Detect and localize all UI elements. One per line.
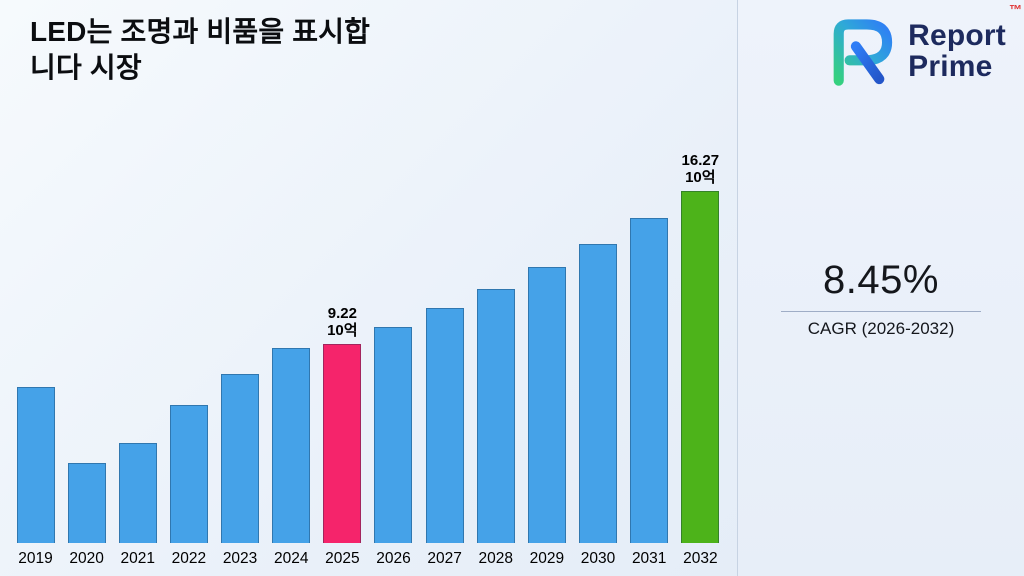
x-axis-label: 2032 xyxy=(683,550,718,567)
bar-column: 2030 xyxy=(575,244,622,568)
bar-annotation-value: 9.22 xyxy=(327,304,357,322)
bar-column: 2031 xyxy=(626,218,673,568)
bar-2032 xyxy=(681,191,720,543)
bar-column: 2020 xyxy=(63,463,110,568)
x-axis-label: 2031 xyxy=(631,550,667,567)
bar-column: 2027 xyxy=(421,308,468,568)
bar-2027 xyxy=(425,308,464,543)
x-axis-label: 2027 xyxy=(427,550,462,567)
x-axis-label: 2026 xyxy=(376,550,411,567)
bar-annotation: 16.27 10억 xyxy=(682,152,720,187)
bar-2029 xyxy=(527,267,566,543)
chart-section: LED는 조명과 비품을 표시합 니다 시장 2019 2020 2021 2022 2… xyxy=(12,14,724,568)
brand-name-line2: Prime xyxy=(908,50,993,83)
page-title: LED는 조명과 비품을 표시합 니다 시장 xyxy=(30,14,370,87)
bar-column: 2026 xyxy=(370,327,417,568)
bar-2021 xyxy=(118,443,157,543)
x-axis-label: 2023 xyxy=(222,550,258,567)
bar-2023 xyxy=(221,374,260,543)
x-axis-label: 2030 xyxy=(580,550,616,567)
cagr-value: 8.45% xyxy=(781,258,981,312)
x-axis-label: 2024 xyxy=(273,550,309,567)
bar-2025 xyxy=(323,344,362,543)
bar-2020 xyxy=(67,463,106,543)
x-axis-label: 2029 xyxy=(529,550,565,567)
cagr-block: 8.45% CAGR (2026-2032) xyxy=(781,258,981,339)
bar-2022 xyxy=(169,405,208,543)
bar-chart: 2019 2020 2021 2022 2023 2024 9.22 10억 2025 2026 2… xyxy=(12,28,724,568)
bar-annotation-unit: 10억 xyxy=(327,321,358,339)
bar-annotation-value: 16.27 xyxy=(681,151,720,169)
page-title-line1: LED는 조명과 비품을 표시합 xyxy=(30,16,371,47)
bar-column: 2024 xyxy=(268,348,315,568)
bar-column: 2023 xyxy=(217,374,264,568)
bar-annotation: 9.22 10억 xyxy=(327,305,358,340)
x-axis-label: 2019 xyxy=(18,550,53,567)
bar-2030 xyxy=(579,244,618,543)
x-axis-label: 2020 xyxy=(69,550,104,567)
bar-column: 2021 xyxy=(114,443,161,568)
page-title-line2: 니다 시장 xyxy=(30,52,142,84)
brand-name: Report Prime xyxy=(908,18,1006,83)
x-axis-label: 2025 xyxy=(325,550,360,567)
right-panel: Report Prime ™ 8.45% CAGR (2026-2032) xyxy=(737,0,1024,576)
bar-column: 9.22 10억 2025 xyxy=(319,305,366,569)
x-axis-label: 2021 xyxy=(120,550,156,567)
cagr-label: CAGR (2026-2032) xyxy=(807,319,955,338)
bar-2026 xyxy=(374,327,413,543)
bar-column: 16.27 10억 2032 xyxy=(677,152,724,569)
bar-column: 2022 xyxy=(165,405,212,568)
bar-2024 xyxy=(272,348,311,543)
report-prime-logo-icon xyxy=(833,19,893,86)
x-axis-label: 2022 xyxy=(171,550,207,567)
x-axis-label: 2028 xyxy=(478,550,513,567)
bar-2028 xyxy=(476,289,515,543)
bar-2031 xyxy=(630,218,669,543)
bar-column: 2028 xyxy=(472,289,519,568)
bar-2019 xyxy=(16,387,55,543)
brand-name-line1: Report xyxy=(908,18,1006,52)
bar-column: 2029 xyxy=(523,267,570,568)
trademark-mark: ™ xyxy=(1009,2,1022,17)
bar-column: 2019 xyxy=(12,387,59,568)
brand-block: Report Prime xyxy=(820,12,1006,90)
bar-annotation-unit: 10억 xyxy=(685,168,716,186)
